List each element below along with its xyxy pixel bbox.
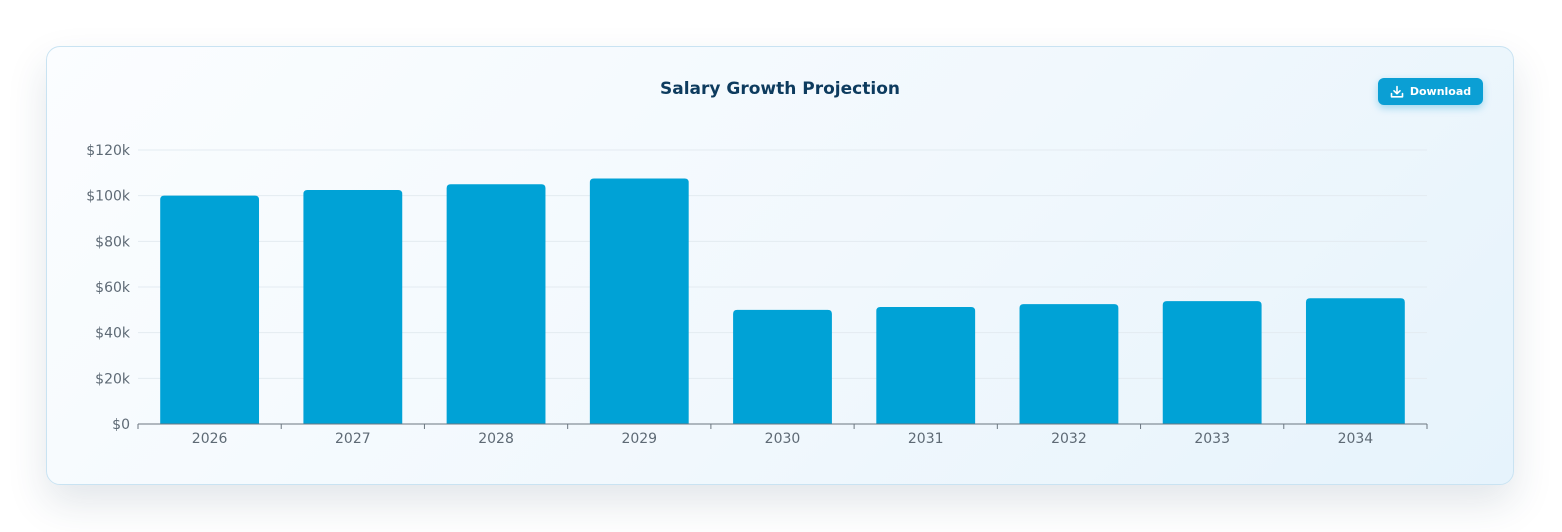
axes [137,423,1428,429]
download-icon [1390,85,1404,99]
bar-2033[interactable] [1162,301,1262,424]
y-tick-label: $60k [95,280,131,296]
bar-2026[interactable] [160,195,260,424]
y-tick-labels: $0 $20k $40k $60k $80k $100k $120k [86,143,131,433]
y-tick-label: $100k [86,189,131,205]
bar-2034[interactable] [1305,298,1405,424]
y-tick-label: $80k [95,234,131,250]
y-tick-label: $0 [112,417,130,433]
bar-2031[interactable] [876,306,976,424]
chart-card: Salary Growth Projection Download $0 $20k… [46,46,1514,485]
bar-2028[interactable] [446,184,546,424]
x-tick-label: 2030 [765,431,801,447]
bar-2032[interactable] [1019,304,1119,424]
x-tick-label: 2029 [621,431,657,447]
x-tick-label: 2033 [1194,431,1230,447]
x-tick-label: 2027 [335,431,371,447]
x-tick-labels: 2026 2027 2028 2029 2030 2031 2032 2033 2034 [192,431,1373,447]
y-tick-label: $120k [86,143,131,159]
download-label: Download [1409,85,1472,98]
x-tick-label: 2028 [478,431,514,447]
bars [160,178,1405,424]
y-tick-label: $40k [95,326,131,342]
bar-2029[interactable] [589,178,689,424]
x-tick-label: 2026 [192,431,228,447]
bar-2027[interactable] [303,189,403,424]
x-tick-label: 2031 [908,431,944,447]
download-button[interactable]: Download [1378,78,1483,105]
y-tick-label: $20k [95,371,131,387]
chart-title: Salary Growth Projection [660,79,900,99]
x-tick-label: 2032 [1051,431,1087,447]
bar-2030[interactable] [733,309,832,424]
bar-chart: $0$20k$40k$60k$80k$100k$120k 2026 2027 202… [86,143,1428,447]
x-tick-label: 2034 [1338,431,1374,447]
